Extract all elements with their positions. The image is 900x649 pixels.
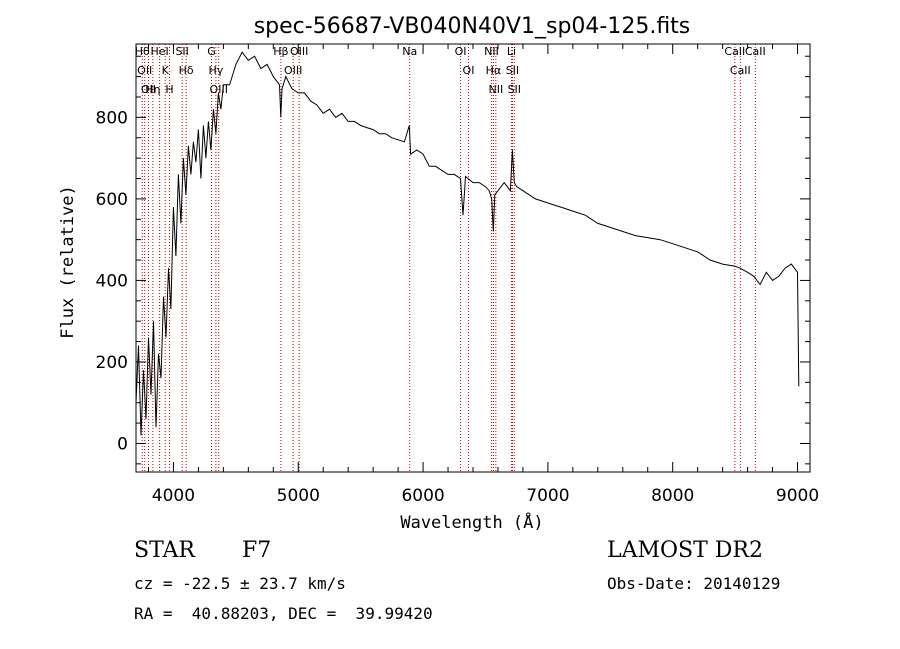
y-tick-label-4: 800 <box>96 108 128 128</box>
line-marker-label-22: SII <box>506 64 519 77</box>
y-axis: 0 200 400 600 800 <box>96 55 810 465</box>
line-marker-label-14: OIII <box>290 45 308 58</box>
line-marker-label-16: OI <box>455 45 467 58</box>
line-marker-label-26: CaII <box>745 45 766 58</box>
x-tick-label-1: 5000 <box>277 486 320 506</box>
line-marker-label-10: Hγ <box>208 64 223 77</box>
x-axis-label: Wavelength (Å) <box>400 511 543 533</box>
x-tick-label-2: 6000 <box>401 486 444 506</box>
line-marker-label-9: G <box>207 45 216 58</box>
object-class: STAR <box>134 538 195 563</box>
line-marker-label-20: NII <box>488 83 503 96</box>
redshift-velocity: cz = -22.5 ± 23.7 km/s <box>134 574 346 593</box>
line-marker-label-25: CaII <box>730 64 751 77</box>
line-marker-label-17: OI <box>463 64 475 77</box>
line-marker-label-19: Hα <box>486 64 502 77</box>
y-tick-label-0: 0 <box>117 434 128 454</box>
line-marker-label-24: CaII <box>724 45 745 58</box>
line-marker-label-23: SII <box>508 83 521 96</box>
line-marker-label-13: OIII <box>284 64 302 77</box>
y-tick-label-2: 400 <box>96 271 128 291</box>
x-tick-label-0: 4000 <box>152 486 195 506</box>
spectrum-series <box>135 51 800 436</box>
y-tick-label-1: 200 <box>96 353 128 373</box>
line-marker-label-7: SII <box>175 45 188 58</box>
line-marker-label-2: OII <box>141 83 156 96</box>
line-marker-label-15: Na <box>402 45 417 58</box>
spectrum-line-0 <box>135 51 800 436</box>
x-tick-label-4: 8000 <box>651 486 694 506</box>
survey-name: LAMOST DR2 <box>607 538 763 563</box>
object-subclass: F7 <box>242 538 272 563</box>
chart-title: spec-56687-VB040N40V1_sp04-125.fits <box>254 14 691 39</box>
y-tick-label-3: 600 <box>96 190 128 210</box>
x-axis: 4000 5000 6000 7000 8000 9000 <box>147 44 819 506</box>
line-marker-label-21: Li <box>507 45 516 58</box>
line-marker-label-3: Hη <box>145 83 160 96</box>
y-axis-label: Flux (relative) <box>58 185 78 339</box>
x-tick-label-3: 7000 <box>526 486 569 506</box>
line-marker-label-0: Hθ <box>135 45 150 58</box>
line-marker-label-4: HeI <box>150 45 168 58</box>
line-marker-label-12: Hβ <box>273 45 288 58</box>
line-marker-label-18: NII <box>484 45 499 58</box>
observation-date: Obs-Date: 20140129 <box>607 574 781 593</box>
x-tick-label-5: 9000 <box>776 486 819 506</box>
line-markers <box>141 44 756 472</box>
line-marker-label-6: H <box>165 83 173 96</box>
line-marker-label-1: OII <box>137 64 152 77</box>
plot-frame <box>135 43 811 473</box>
sky-coordinates: RA = 40.88203, DEC = 39.99420 <box>134 604 433 623</box>
line-marker-label-8: Hδ <box>179 64 194 77</box>
line-marker-label-5: K <box>162 64 170 77</box>
